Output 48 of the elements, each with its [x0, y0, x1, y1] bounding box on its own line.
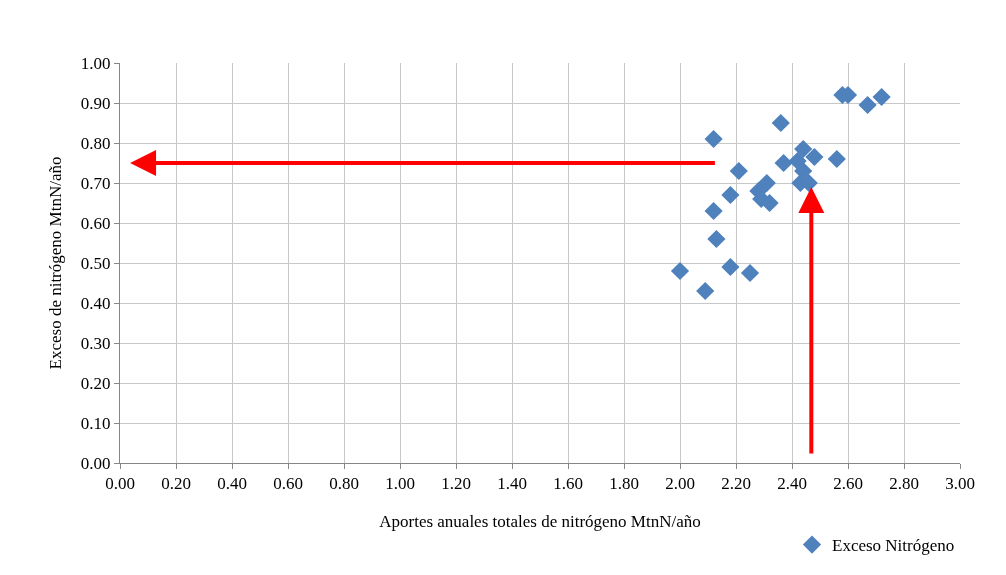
x-tick-label: 1.40 — [497, 474, 527, 494]
x-tick-label: 3.00 — [945, 474, 975, 494]
x-tick-label: 2.40 — [777, 474, 807, 494]
x-tick-label: 2.80 — [889, 474, 919, 494]
x-tick-label: 0.40 — [217, 474, 247, 494]
point — [760, 193, 779, 213]
point — [696, 281, 715, 301]
point — [721, 185, 740, 205]
y-tick-label: 0.90 — [80, 93, 111, 113]
y-tick-label: 0.60 — [80, 213, 111, 233]
x-tick-label: 2.60 — [833, 474, 863, 494]
point — [729, 161, 748, 181]
y-tick-label: 0.30 — [80, 333, 111, 353]
point — [670, 261, 690, 281]
point — [707, 229, 726, 249]
x-tick-label: 0.00 — [105, 474, 135, 494]
point — [740, 263, 760, 283]
x-tick-label: 1.60 — [553, 474, 583, 494]
point — [757, 173, 776, 193]
x-tick-label: 0.20 — [161, 474, 191, 494]
x-tick-label: 2.00 — [665, 474, 695, 494]
x-tick-label: 1.80 — [609, 474, 639, 494]
y-tick-label: 0.20 — [80, 373, 111, 393]
point — [771, 113, 790, 133]
point — [805, 147, 824, 167]
point — [774, 153, 793, 173]
y-tick-label: 0.40 — [80, 293, 111, 313]
y-tick-label: 0.50 — [80, 253, 111, 273]
y-tick-label: 1.00 — [80, 53, 111, 73]
point — [827, 149, 846, 169]
x-tick-label: 0.60 — [273, 474, 303, 494]
point — [858, 95, 877, 115]
y-tick-label: 0.80 — [80, 133, 111, 153]
point — [721, 257, 740, 277]
y-axis-title: Exceso de nitrógeno MtnN/año — [46, 156, 66, 370]
x-tick-label: 1.20 — [441, 474, 471, 494]
point — [704, 129, 723, 149]
legend-label: Exceso Nitrógeno — [832, 536, 955, 556]
point — [794, 139, 813, 159]
y-tick-label: 0.10 — [80, 413, 111, 433]
point — [872, 87, 891, 107]
x-tick-label: 1.00 — [385, 474, 415, 494]
x-axis-title: Aportes anuales totales de nitrógeno MtnN/año — [379, 511, 701, 531]
point — [704, 201, 723, 221]
y-tick-label: 0.00 — [80, 453, 111, 473]
y-tick-label: 0.70 — [80, 173, 111, 193]
x-tick-label: 0.80 — [329, 474, 359, 494]
x-tick-label: 2.20 — [721, 474, 751, 494]
